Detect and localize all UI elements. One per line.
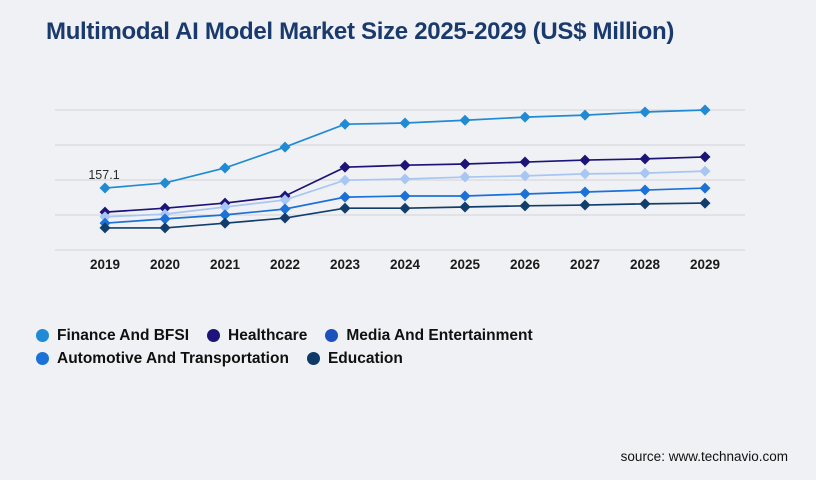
marker-media-and-entertainment-2022 xyxy=(279,194,291,206)
marker-media-and-entertainment-2028 xyxy=(639,167,651,179)
source-attribution: source: www.technavio.com xyxy=(620,449,788,464)
marker-automotive-and-transportation-2025 xyxy=(459,190,471,202)
marker-education-2023 xyxy=(339,202,351,214)
x-tick-label-2020: 2020 xyxy=(150,257,180,272)
legend-row: Automotive And Transportation Education xyxy=(36,348,533,369)
marker-media-and-entertainment-2023 xyxy=(339,174,351,186)
legend-dot-icon xyxy=(207,329,221,342)
legend-dot-icon xyxy=(306,352,320,365)
marker-healthcare-2025 xyxy=(459,158,471,170)
marker-education-2025 xyxy=(459,201,471,213)
marker-media-and-entertainment-2027 xyxy=(579,168,591,180)
marker-automotive-and-transportation-2028 xyxy=(639,184,651,196)
legend-row: Finance And BFSI Healthcare Media And Ente… xyxy=(36,325,533,346)
x-tick-label-2019: 2019 xyxy=(90,257,120,272)
marker-healthcare-2024 xyxy=(399,159,411,171)
x-tick-label-2029: 2029 xyxy=(690,257,720,272)
x-tick-label-2026: 2026 xyxy=(510,257,541,272)
x-tick-label-2022: 2022 xyxy=(270,257,300,272)
legend: Finance And BFSI Healthcare Media And Ente… xyxy=(36,325,533,369)
marker-education-2026 xyxy=(519,200,531,212)
marker-healthcare-2023 xyxy=(339,161,351,173)
marker-healthcare-2027 xyxy=(579,154,591,166)
marker-finance-and-bfsi-2024 xyxy=(399,117,411,129)
legend-item-finance-and-bfsi: Finance And BFSI xyxy=(36,327,189,345)
marker-healthcare-2026 xyxy=(519,156,531,168)
marker-media-and-entertainment-2024 xyxy=(399,173,411,185)
annotation-label: 157.1 xyxy=(88,168,119,182)
marker-media-and-entertainment-2029 xyxy=(699,165,711,177)
marker-healthcare-2028 xyxy=(639,153,651,165)
marker-finance-and-bfsi-2025 xyxy=(459,114,471,126)
marker-media-and-entertainment-2019 xyxy=(99,211,111,223)
legend-label: Healthcare xyxy=(228,326,308,344)
marker-automotive-and-transportation-2022 xyxy=(279,203,291,215)
marker-automotive-and-transportation-2029 xyxy=(699,182,711,194)
legend-label: Finance And BFSI xyxy=(57,326,190,344)
legend-label: Education xyxy=(327,349,403,367)
marker-finance-and-bfsi-2020 xyxy=(159,177,171,189)
x-tick-label-2023: 2023 xyxy=(330,257,361,272)
marker-automotive-and-transportation-2020 xyxy=(159,213,171,225)
marker-automotive-and-transportation-2021 xyxy=(219,209,231,221)
marker-finance-and-bfsi-2021 xyxy=(219,162,231,174)
marker-finance-and-bfsi-2027 xyxy=(579,109,591,121)
x-tick-label-2027: 2027 xyxy=(570,257,600,272)
marker-automotive-and-transportation-2027 xyxy=(579,186,591,198)
marker-media-and-entertainment-2026 xyxy=(519,170,531,182)
marker-education-2024 xyxy=(399,202,411,214)
legend-item-education: Education xyxy=(306,349,403,368)
marker-automotive-and-transportation-2026 xyxy=(519,188,531,200)
legend-dot-icon xyxy=(325,329,339,342)
marker-education-2022 xyxy=(279,212,291,224)
legend-dot-icon xyxy=(36,329,49,342)
marker-finance-and-bfsi-2022 xyxy=(279,141,291,153)
marker-healthcare-2020 xyxy=(159,202,171,214)
marker-finance-and-bfsi-2028 xyxy=(639,106,651,118)
x-tick-label-2024: 2024 xyxy=(390,257,421,272)
x-tick-label-2021: 2021 xyxy=(210,257,241,272)
marker-finance-and-bfsi-2019 xyxy=(99,182,111,194)
x-tick-label-2025: 2025 xyxy=(450,257,481,272)
marker-finance-and-bfsi-2026 xyxy=(519,111,531,123)
legend-item-healthcare: Healthcare xyxy=(207,327,307,345)
chart-title: Multimodal AI Model Market Size 2025-202… xyxy=(46,18,675,45)
legend-label: Media And Entertainment xyxy=(346,326,533,344)
marker-media-and-entertainment-2025 xyxy=(459,171,471,183)
marker-education-2027 xyxy=(579,199,591,211)
legend-item-media-and-entertainment: Media And Entertainment xyxy=(325,326,533,345)
marker-education-2021 xyxy=(219,217,231,229)
marker-automotive-and-transportation-2024 xyxy=(399,190,411,202)
marker-education-2019 xyxy=(99,222,111,234)
legend-dot-icon xyxy=(36,352,49,365)
marker-finance-and-bfsi-2023 xyxy=(339,118,351,130)
marker-media-and-entertainment-2021 xyxy=(219,201,231,213)
marker-education-2020 xyxy=(159,222,171,234)
legend-label: Automotive And Transportation xyxy=(57,349,289,367)
marker-automotive-and-transportation-2023 xyxy=(339,191,351,203)
legend-item-automotive-and-transportation: Automotive And Transportation xyxy=(36,350,289,368)
marker-finance-and-bfsi-2029 xyxy=(699,104,711,116)
marker-education-2029 xyxy=(699,197,711,209)
marker-education-2028 xyxy=(639,198,651,210)
marker-healthcare-2029 xyxy=(699,151,711,163)
x-tick-label-2028: 2028 xyxy=(630,257,661,272)
